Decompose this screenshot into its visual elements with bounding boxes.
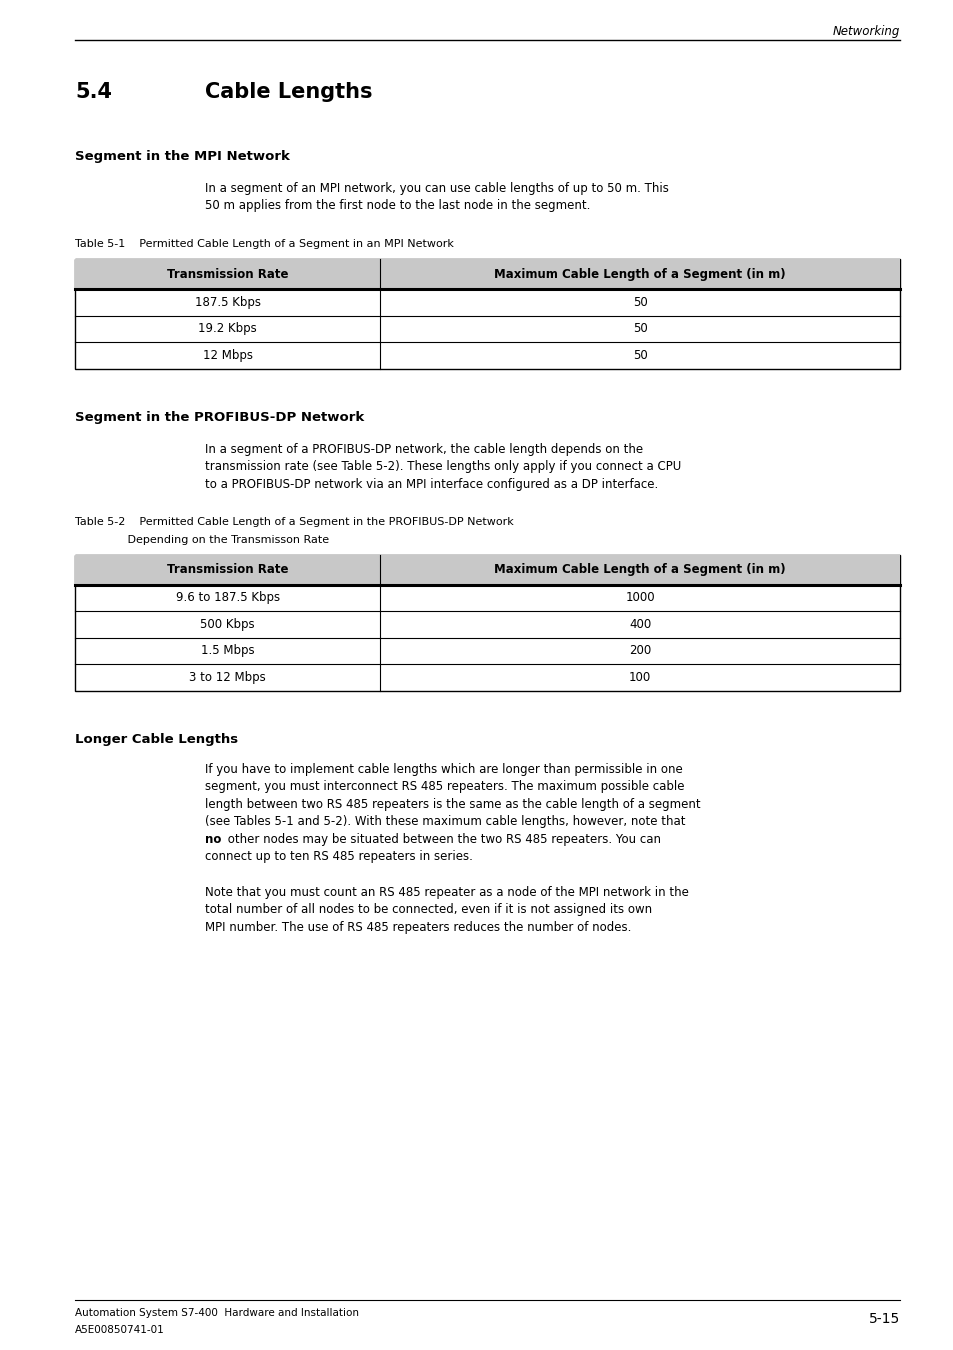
Text: 3 to 12 Mbps: 3 to 12 Mbps [189, 671, 266, 683]
Text: 1.5 Mbps: 1.5 Mbps [200, 644, 254, 657]
Text: Depending on the Transmisson Rate: Depending on the Transmisson Rate [75, 535, 329, 544]
Bar [75, 259, 899, 369]
Text: 50: 50 [632, 323, 647, 335]
Text: Maximum Cable Length of a Segment (in m): Maximum Cable Length of a Segment (in m) [494, 563, 785, 576]
Text: Longer Cable Lengths: Longer Cable Lengths [75, 733, 238, 745]
Text: 50 m applies from the first node to the last node in the segment.: 50 m applies from the first node to the … [205, 200, 590, 212]
Text: Automation System S7-400  Hardware and Installation: Automation System S7-400 Hardware and In… [75, 1308, 358, 1318]
Text: to a PROFIBUS-DP network via an MPI interface configured as a DP interface.: to a PROFIBUS-DP network via an MPI inte… [205, 478, 658, 490]
Text: Cable Lengths: Cable Lengths [205, 82, 372, 103]
Text: Segment in the MPI Network: Segment in the MPI Network [75, 150, 290, 163]
Text: 9.6 to 187.5 Kbps: 9.6 to 187.5 Kbps [175, 591, 279, 605]
Text: Transmission Rate: Transmission Rate [167, 267, 288, 281]
Text: Table 5-2    Permitted Cable Length of a Segment in the PROFIBUS-DP Network: Table 5-2 Permitted Cable Length of a Se… [75, 517, 514, 526]
Text: 5-15: 5-15 [868, 1312, 899, 1326]
Text: length between two RS 485 repeaters is the same as the cable length of a segment: length between two RS 485 repeaters is t… [205, 798, 700, 810]
Text: 1000: 1000 [624, 591, 655, 605]
Text: Maximum Cable Length of a Segment (in m): Maximum Cable Length of a Segment (in m) [494, 267, 785, 281]
Text: 100: 100 [628, 671, 651, 683]
Text: 50: 50 [632, 348, 647, 362]
Text: 50: 50 [632, 296, 647, 309]
Bar [75, 555, 899, 690]
Text: Segment in the PROFIBUS-DP Network: Segment in the PROFIBUS-DP Network [75, 410, 364, 424]
Text: other nodes may be situated between the two RS 485 repeaters. You can: other nodes may be situated between the … [223, 833, 659, 845]
Text: transmission rate (see Table 5-2). These lengths only apply if you connect a CPU: transmission rate (see Table 5-2). These… [205, 460, 680, 472]
Text: If you have to implement cable lengths which are longer than permissible in one: If you have to implement cable lengths w… [205, 763, 682, 775]
Text: (see Tables 5-1 and 5-2). With these maximum cable lengths, however, note that: (see Tables 5-1 and 5-2). With these max… [205, 815, 685, 828]
Text: In a segment of an MPI network, you can use cable lengths of up to 50 m. This: In a segment of an MPI network, you can … [205, 182, 668, 194]
Text: total number of all nodes to be connected, even if it is not assigned its own: total number of all nodes to be connecte… [205, 903, 652, 917]
Text: In a segment of a PROFIBUS-DP network, the cable length depends on the: In a segment of a PROFIBUS-DP network, t… [205, 443, 642, 455]
Text: 12 Mbps: 12 Mbps [202, 348, 253, 362]
Text: A5E00850741-01: A5E00850741-01 [75, 1324, 165, 1335]
Text: connect up to ten RS 485 repeaters in series.: connect up to ten RS 485 repeaters in se… [205, 850, 473, 863]
Text: Table 5-1    Permitted Cable Length of a Segment in an MPI Network: Table 5-1 Permitted Cable Length of a Se… [75, 239, 454, 248]
Text: segment, you must interconnect RS 485 repeaters. The maximum possible cable: segment, you must interconnect RS 485 re… [205, 780, 684, 792]
Text: Networking: Networking [832, 26, 899, 38]
Text: 200: 200 [628, 644, 651, 657]
Text: no: no [205, 833, 221, 845]
Bar [75, 555, 899, 585]
Text: Transmission Rate: Transmission Rate [167, 563, 288, 576]
Text: 400: 400 [628, 618, 651, 630]
Text: 5.4: 5.4 [75, 82, 112, 103]
Text: 187.5 Kbps: 187.5 Kbps [194, 296, 260, 309]
Bar [75, 259, 899, 289]
Text: 19.2 Kbps: 19.2 Kbps [198, 323, 256, 335]
Text: 500 Kbps: 500 Kbps [200, 618, 254, 630]
Text: Note that you must count an RS 485 repeater as a node of the MPI network in the: Note that you must count an RS 485 repea… [205, 886, 688, 899]
Text: MPI number. The use of RS 485 repeaters reduces the number of nodes.: MPI number. The use of RS 485 repeaters … [205, 921, 631, 933]
